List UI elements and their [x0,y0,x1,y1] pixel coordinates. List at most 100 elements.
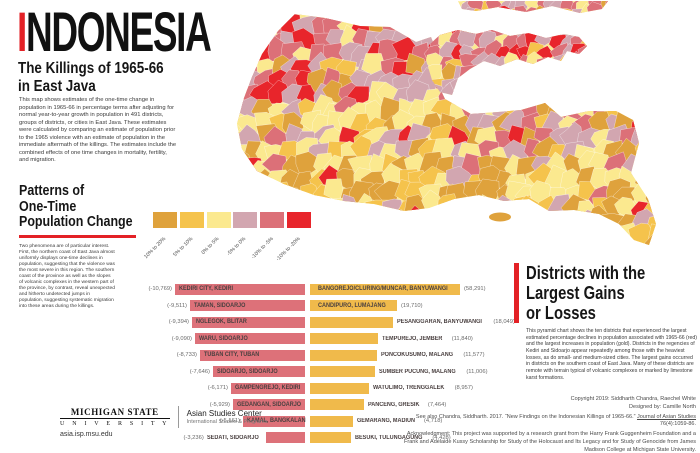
district-area [506,223,530,245]
district-area [540,6,555,13]
gain-bar: CANDIPURO, LUMAJANG [310,300,397,312]
district-area [405,237,432,245]
district-area [347,206,373,232]
district-area [239,228,260,245]
legend-swatch [233,212,258,228]
credit-acknowledgment: Acknowledgment: This project was support… [404,431,696,453]
district-area [538,85,554,95]
district-area [437,235,459,245]
msu-wordmark: MICHIGAN STATE U N I V E R S I T Y [60,407,170,427]
district-area [482,237,503,245]
district-area [325,222,349,245]
value-label: (-3,236) [183,434,204,441]
district-label: SUMBER PUCUNG, MALANG [379,368,456,375]
loss-side: (-7,646) SIDOARJO, SIDOARJO [60,366,305,378]
district-area [237,240,251,245]
district-area [517,214,544,235]
value-label: (11,840) [451,335,473,342]
district-area [418,211,443,234]
gain-side: PESANGGARAN, BANYUWANGI (18,049) [310,316,515,328]
district-area [525,6,543,13]
district-area [644,136,656,159]
patterns-heading-line3: Population Change [19,214,133,230]
district-area [660,42,678,64]
district-area [577,64,587,85]
district-area [589,60,614,85]
district-area [237,183,248,210]
gain-bar [310,349,377,361]
district-area [525,75,543,93]
district-area [369,237,388,245]
district-area [272,199,296,222]
district-area [653,226,656,245]
loss-bar: SIDOARJO, SIDOARJO [213,366,305,378]
red-rule [19,234,136,238]
district-area [475,73,506,98]
district-area [395,237,420,245]
district-area [660,2,686,26]
pyramid-row: (-6,171) GAMPENGREJO, KEDIRI WATULIMO, TRE… [60,380,620,397]
district-area [608,40,627,66]
district-area [646,14,656,25]
district-label: SEDATI, SIDOARJO [206,434,259,441]
district-area [336,241,365,245]
subtitle-line1: The Killings of 1965-66 [18,60,164,77]
district-area [545,225,570,245]
district-area [352,238,373,245]
value-label: (11,577) [463,352,485,359]
district-area [590,14,614,38]
district-area [646,53,656,75]
district-area [523,239,545,245]
district-area [561,75,579,95]
district-area [561,52,586,77]
district-area [533,84,563,106]
district-area [617,69,644,95]
districts-heading-line1: Districts with the [526,262,646,283]
loss-bar: GAMPENGREJO, KEDIRI [231,382,305,394]
district-area [660,127,688,149]
value-label: (4,428) [432,434,451,441]
loss-side: (-5,929) GEDANGAN, SIDOARJO [60,399,305,411]
district-area [646,14,656,41]
district-area [642,150,656,174]
district-area [337,221,359,245]
district-area [237,223,246,245]
district-area [593,72,614,96]
district-area [251,14,273,21]
district-area [581,30,587,45]
district-area [615,79,642,109]
district-area [237,45,259,67]
district-area [549,63,565,85]
district-label: NGLEGOK, BLITAR [196,319,247,326]
legend-swatch [179,212,204,228]
district-area [615,30,641,54]
value-label: (11,006) [466,368,488,375]
district-area [470,76,492,92]
district-area [579,222,600,245]
district-area [453,87,473,95]
district-label: TUBAN CITY, TUBAN [204,352,260,359]
district-area [380,208,403,231]
district-label: GAMPENGREJO, KEDIRI [235,385,301,392]
district-area [505,84,524,95]
district-area [518,68,541,97]
subtitle-line2: in East Java [18,78,96,96]
district-area [555,65,577,83]
patterns-heading-line2: One-Time [19,198,77,215]
district-area [250,236,281,245]
small-island [489,212,511,222]
district-area [255,220,280,245]
value-label: (-5,161) [219,418,240,425]
district-area [475,66,492,87]
district-area [459,64,479,85]
gain-side: TEMPUREJO, JEMBER (11,840) [310,333,473,345]
district-area [633,14,655,41]
district-area [629,39,656,67]
district-area [505,75,522,95]
value-label: (-5,929) [209,401,230,408]
district-area [237,51,251,80]
district-area [572,71,602,93]
district-area [518,227,546,245]
legend-swatch [153,212,177,228]
legend-item: -10% to -5% [250,212,285,260]
